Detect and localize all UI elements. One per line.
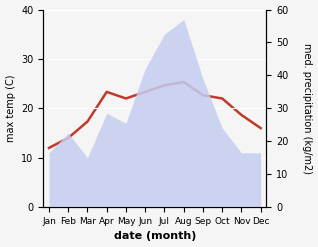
Y-axis label: max temp (C): max temp (C) (5, 75, 16, 142)
X-axis label: date (month): date (month) (114, 231, 196, 242)
Y-axis label: med. precipitation (kg/m2): med. precipitation (kg/m2) (302, 43, 313, 174)
